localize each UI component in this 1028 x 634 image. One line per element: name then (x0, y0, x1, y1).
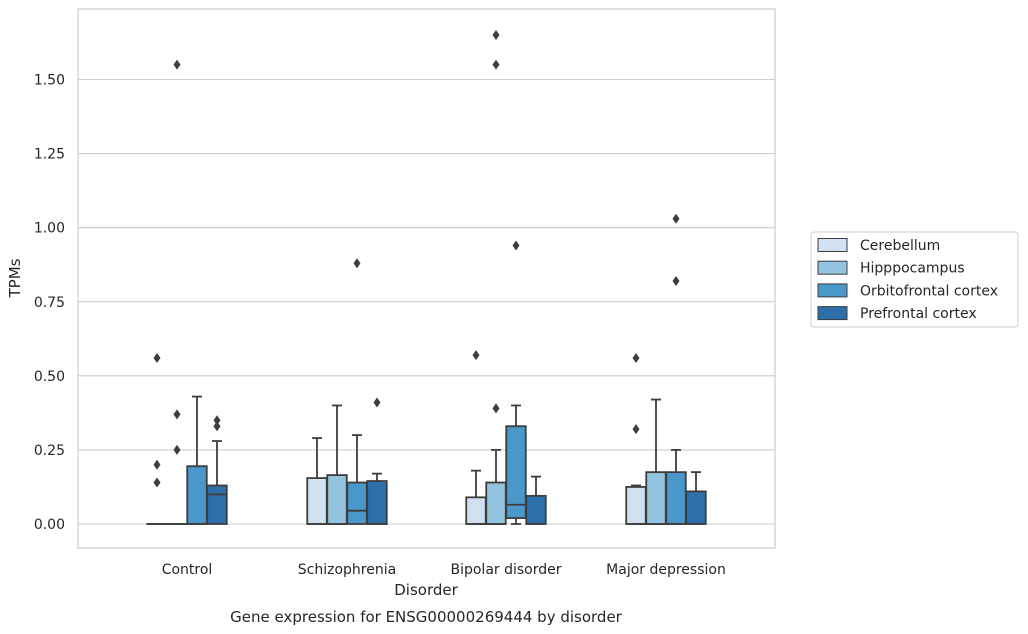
outlier-point (373, 397, 381, 408)
outlier-point (672, 276, 680, 287)
legend-label: Prefrontal cortex (860, 306, 977, 322)
x-axis-label: Disorder (394, 581, 458, 599)
outlier-point (153, 353, 161, 364)
outlier-point (672, 213, 680, 224)
chart-caption: Gene expression for ENSG00000269444 by d… (230, 608, 623, 626)
box-cerebellum (625, 484, 647, 525)
y-tick-label: 1.50 (34, 73, 65, 89)
y-tick-label: 0.75 (34, 295, 65, 311)
box-body (326, 474, 348, 525)
box-hipppocampus (645, 398, 667, 525)
outlier-point (472, 350, 480, 361)
box-orbitofrontal-cortex (505, 404, 527, 525)
y-tick-labels: 0.00 0.25 0.50 0.75 1.00 1.25 1.50 (34, 73, 65, 534)
outlier-point (353, 258, 361, 269)
x-tick-label: Schizophrenia (298, 562, 396, 578)
box-cerebellum (306, 437, 328, 525)
box-body (525, 494, 547, 525)
y-tick-label: 0.00 (34, 517, 65, 533)
box-body (186, 465, 208, 525)
outlier-point (173, 444, 181, 455)
x-tick-label: Major depression (606, 562, 726, 578)
y-tick-label: 0.25 (34, 443, 65, 459)
outlier-point (492, 403, 500, 414)
legend-label: Orbitofrontal cortex (860, 283, 998, 299)
outlier-point (512, 240, 520, 251)
outlier-point (173, 59, 181, 70)
legend-frame (810, 231, 1019, 328)
outlier-point (632, 353, 640, 364)
y-tick-label: 1.25 (34, 147, 65, 163)
grid-lines (78, 78, 775, 525)
legend-label: Hipppocampus (860, 261, 965, 277)
outlier-point (213, 415, 221, 426)
legend-swatch (817, 306, 848, 321)
outliers (153, 30, 680, 488)
outlier-point (153, 477, 161, 488)
y-tick-label: 0.50 (34, 369, 65, 385)
box-orbitofrontal-cortex (346, 434, 368, 525)
box-body (206, 484, 228, 525)
box-prefrontal-cortex (525, 475, 547, 525)
box-prefrontal-cortex (366, 472, 388, 525)
outlier-point (492, 59, 500, 70)
box-prefrontal-cortex (685, 471, 707, 525)
boxes (146, 395, 707, 525)
plot-frame (77, 8, 776, 549)
box-body (465, 496, 487, 525)
y-tick-label: 1.00 (34, 221, 65, 237)
box-body (625, 486, 647, 525)
box-hipppocampus (485, 449, 507, 525)
box-body (485, 481, 507, 525)
box-hipppocampus (326, 404, 348, 525)
box-prefrontal-cortex (206, 440, 228, 525)
outlier-point (213, 421, 221, 432)
x-tick-label: Bipolar disorder (450, 562, 561, 578)
outlier-point (153, 459, 161, 470)
box-body (685, 490, 707, 525)
box-body (366, 480, 388, 525)
box-body (665, 471, 687, 525)
legend-swatch (817, 283, 848, 298)
y-axis-label: TPMs (6, 258, 24, 298)
legend-swatch (817, 238, 848, 252)
box-body (505, 425, 527, 519)
outlier-point (173, 409, 181, 420)
legend: Cerebellum Hipppocampus Orbitofrontal cort… (810, 231, 1019, 328)
x-tick-label: Control (162, 562, 213, 578)
x-tick-labels: Control Schizophrenia Bipolar disorder Majo… (162, 562, 726, 578)
box-orbitofrontal-cortex (665, 449, 687, 525)
box-orbitofrontal-cortex (186, 395, 208, 525)
legend-label: Cerebellum (860, 238, 940, 254)
box-body (645, 471, 667, 525)
outlier-point (492, 30, 500, 41)
outlier-point (632, 424, 640, 435)
box-cerebellum (465, 469, 487, 525)
box-body (306, 477, 328, 525)
legend-swatch (817, 260, 848, 275)
box-body (346, 481, 368, 525)
